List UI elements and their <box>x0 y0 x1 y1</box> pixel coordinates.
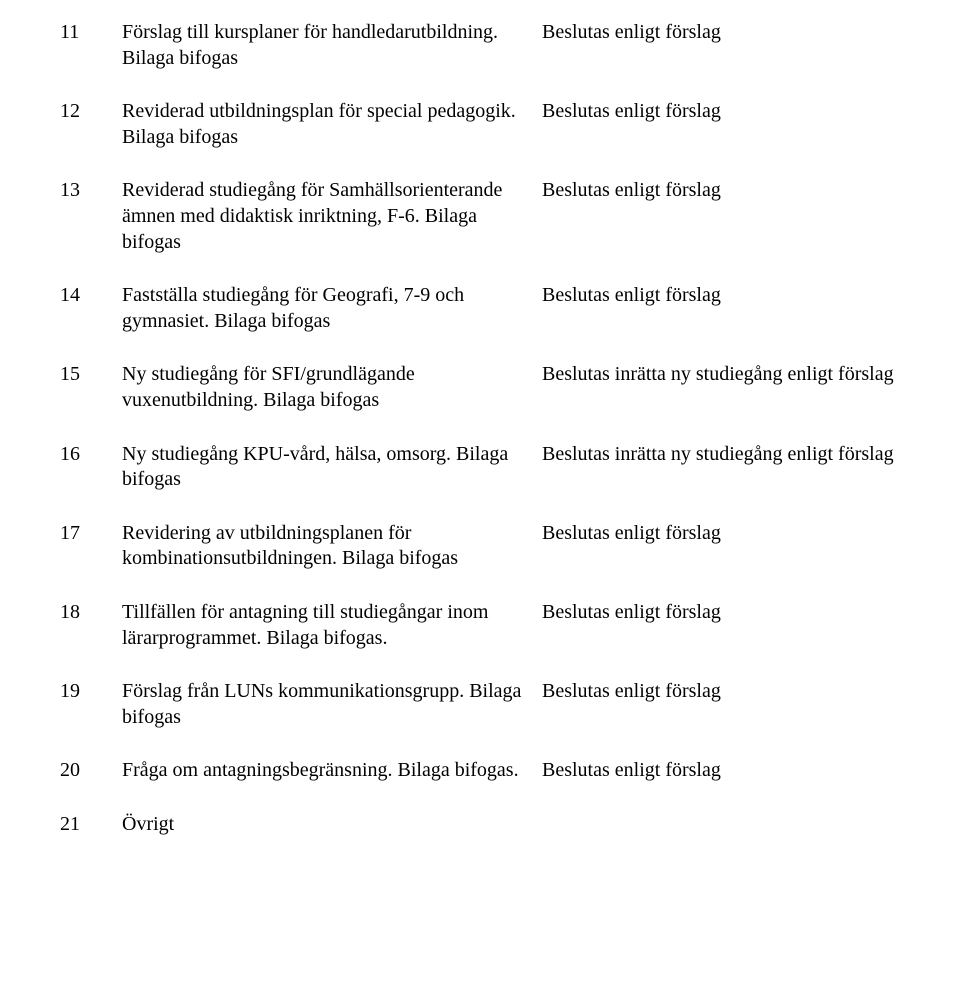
agenda-row: 16 Ny studiegång KPU-vård, hälsa, omsorg… <box>60 442 900 493</box>
agenda-row: 17 Revidering av utbildningsplanen för k… <box>60 521 900 572</box>
agenda-decision: Beslutas enligt förslag <box>542 20 900 46</box>
agenda-number: 19 <box>60 679 122 705</box>
agenda-desc: Revidering av utbildningsplanen för komb… <box>122 521 542 572</box>
agenda-number: 17 <box>60 521 122 547</box>
agenda-number: 13 <box>60 178 122 204</box>
agenda-decision: Beslutas enligt förslag <box>542 600 900 626</box>
agenda-decision: Beslutas enligt förslag <box>542 178 900 204</box>
agenda-desc: Reviderad utbildningsplan för special pe… <box>122 99 542 150</box>
agenda-decision: Beslutas enligt förslag <box>542 99 900 125</box>
agenda-number: 12 <box>60 99 122 125</box>
agenda-list: 11 Förslag till kursplaner för handledar… <box>0 0 960 905</box>
agenda-number: 14 <box>60 283 122 309</box>
agenda-row: 12 Reviderad utbildningsplan för special… <box>60 99 900 150</box>
agenda-decision: Beslutas inrätta ny studiegång enligt fö… <box>542 442 900 468</box>
agenda-number: 11 <box>60 20 122 46</box>
agenda-number: 21 <box>60 812 122 838</box>
agenda-desc: Reviderad studiegång för Samhällsoriente… <box>122 178 542 255</box>
agenda-row: 21 Övrigt <box>60 812 900 838</box>
agenda-row: 18 Tillfällen för antagning till studieg… <box>60 600 900 651</box>
agenda-number: 15 <box>60 362 122 388</box>
agenda-decision: Beslutas enligt förslag <box>542 521 900 547</box>
agenda-row: 11 Förslag till kursplaner för handledar… <box>60 20 900 71</box>
agenda-desc: Övrigt <box>122 812 542 838</box>
agenda-desc: Förslag från LUNs kommunikationsgrupp. B… <box>122 679 542 730</box>
agenda-desc: Ny studiegång för SFI/grundlägande vuxen… <box>122 362 542 413</box>
agenda-row: 14 Fastställa studiegång för Geografi, 7… <box>60 283 900 334</box>
agenda-decision: Beslutas enligt förslag <box>542 283 900 309</box>
agenda-decision: Beslutas enligt förslag <box>542 758 900 784</box>
agenda-row: 15 Ny studiegång för SFI/grundlägande vu… <box>60 362 900 413</box>
agenda-number: 20 <box>60 758 122 784</box>
agenda-number: 18 <box>60 600 122 626</box>
agenda-row: 13 Reviderad studiegång för Samhällsorie… <box>60 178 900 255</box>
agenda-row: 19 Förslag från LUNs kommunikationsgrupp… <box>60 679 900 730</box>
agenda-desc: Tillfällen för antagning till studiegång… <box>122 600 542 651</box>
agenda-number: 16 <box>60 442 122 468</box>
agenda-desc: Fastställa studiegång för Geografi, 7-9 … <box>122 283 542 334</box>
agenda-decision: Beslutas enligt förslag <box>542 679 900 705</box>
agenda-decision: Beslutas inrätta ny studiegång enligt fö… <box>542 362 900 388</box>
agenda-row: 20 Fråga om antagningsbegränsning. Bilag… <box>60 758 900 784</box>
agenda-desc: Fråga om antagningsbegränsning. Bilaga b… <box>122 758 542 784</box>
agenda-desc: Ny studiegång KPU-vård, hälsa, omsorg. B… <box>122 442 542 493</box>
agenda-desc: Förslag till kursplaner för handledarutb… <box>122 20 542 71</box>
